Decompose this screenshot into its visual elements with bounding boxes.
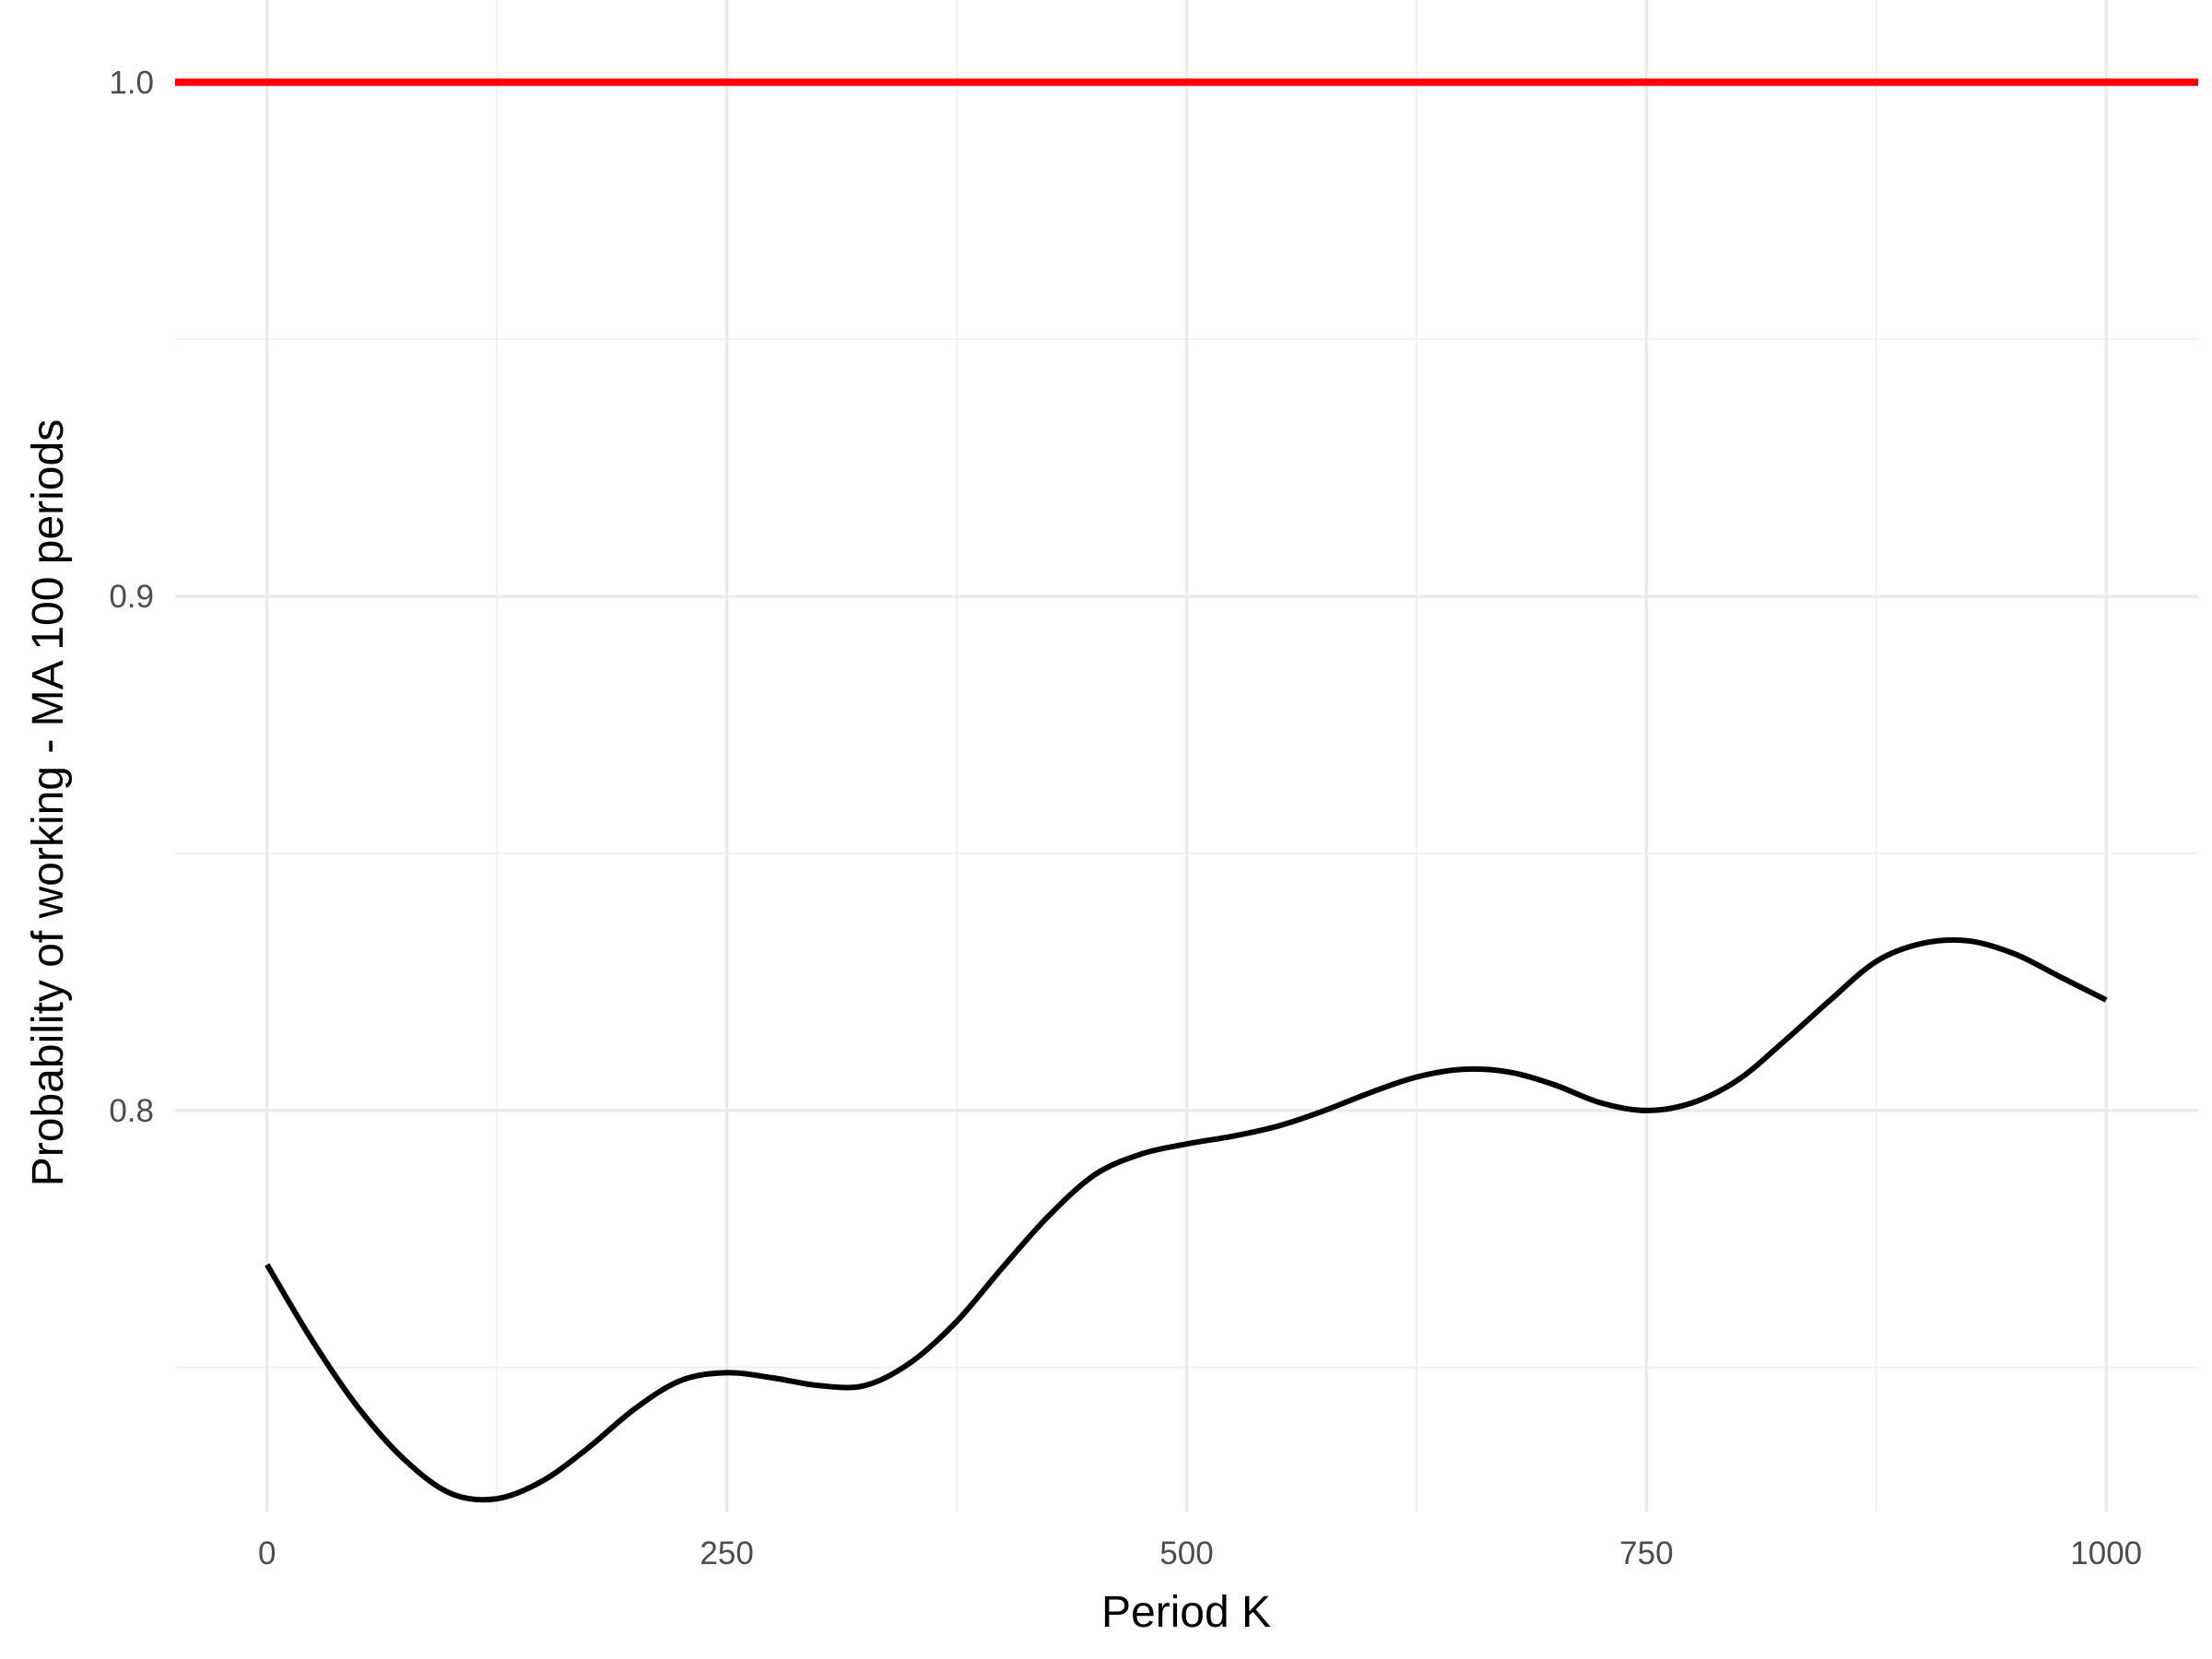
x-tick-label: 1000 xyxy=(2070,1535,2142,1571)
x-axis-ticks: 0 250 500 750 1000 xyxy=(258,1535,2142,1571)
grid xyxy=(175,0,2198,1512)
x-tick-label: 750 xyxy=(1619,1535,1673,1571)
series-line-0 xyxy=(265,936,2108,1503)
y-axis-title: Probability of working - MA 100 periods xyxy=(24,419,73,1186)
x-tick-label: 250 xyxy=(700,1535,753,1571)
x-tick-label: 500 xyxy=(1159,1535,1213,1571)
y-tick-label: 1.0 xyxy=(109,65,154,100)
x-tick-label: 0 xyxy=(258,1535,276,1571)
y-axis-ticks: 0.8 0.9 1.0 xyxy=(109,65,154,1129)
x-axis-title: Period K xyxy=(1101,1588,1271,1637)
series-layer xyxy=(265,936,2108,1503)
y-tick-label: 0.9 xyxy=(109,579,154,615)
y-tick-label: 0.8 xyxy=(109,1093,154,1129)
